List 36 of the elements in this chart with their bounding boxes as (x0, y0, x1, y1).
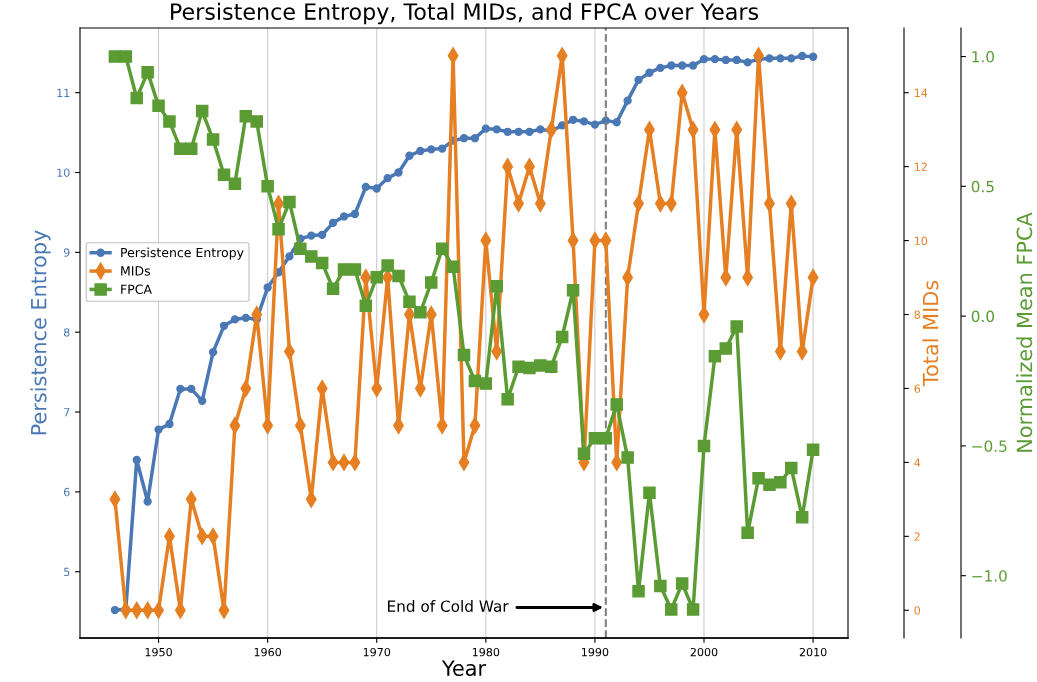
y2-tick-label: 6 (914, 384, 921, 393)
y-axis-title: Persistence Entropy (30, 230, 51, 435)
y2-tick-label: 14 (914, 88, 928, 97)
legend-label: Persistence Entropy (121, 247, 244, 260)
y-tick-label: 10 (57, 168, 70, 177)
y3-tick-label: 1.0 (972, 51, 994, 63)
legend-label: FPCA (121, 284, 152, 294)
y-tick-label: 8 (63, 328, 70, 337)
legend-label: MIDs (121, 266, 150, 276)
y-tick-label: 5 (64, 567, 70, 577)
y3-tick-label: 0.0 (971, 310, 994, 323)
y3-axis-title: Normalized Mean FPCA (1016, 212, 1033, 452)
y-tick-label: 7 (64, 408, 70, 417)
x-tick-label: 2010 (799, 647, 827, 657)
y-tick-label: 9 (63, 248, 70, 257)
y2-tick-label: 8 (914, 310, 921, 319)
y3-tick-label: 0.5 (971, 180, 994, 193)
y3-tick-label: −1.0 (972, 570, 1007, 582)
y2-tick-label: 10 (914, 236, 928, 245)
x-axis-title: Year (441, 660, 487, 676)
y2-tick-label: 12 (914, 162, 927, 171)
y2-tick-label: 0 (914, 606, 921, 615)
x-tick-label: 2000 (690, 647, 718, 657)
y2-tick-label: 4 (914, 458, 921, 467)
x-tick-label: 1960 (254, 647, 282, 657)
x-tick-label: 1990 (581, 647, 609, 657)
x-tick-label: 1970 (363, 647, 391, 657)
chart-title: Persistence Entropy, Total MIDs, and FPCA over Years (171, 2, 759, 25)
x-tick-label: 1980 (472, 647, 500, 657)
y2-tick-label: 2 (914, 532, 920, 541)
y-tick-label: 6 (63, 487, 70, 497)
y3-tick-label: −0.5 (972, 440, 1007, 452)
x-tick-label: 1950 (145, 647, 172, 657)
annotation: End of Cold War (388, 600, 509, 612)
y2-axis-title: Total MIDs (922, 280, 939, 387)
y-tick-label: 11 (57, 88, 70, 97)
